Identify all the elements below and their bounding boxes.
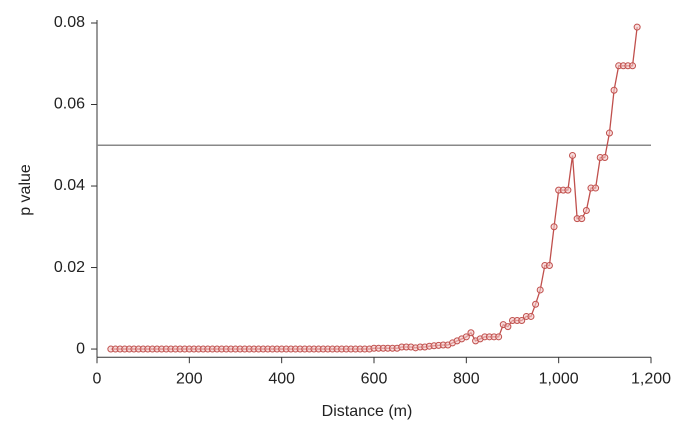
y-tick-label: 0 xyxy=(76,340,85,357)
x-tick-label: 600 xyxy=(361,370,388,387)
y-tick-label: 0.04 xyxy=(54,177,85,194)
point xyxy=(550,223,558,231)
y-tick-label: 0.06 xyxy=(54,96,85,113)
point xyxy=(545,261,553,269)
x-tick-label: 800 xyxy=(453,370,480,387)
point xyxy=(564,186,572,194)
x-tick-label: 200 xyxy=(176,370,203,387)
point xyxy=(582,206,590,214)
x-axis-label: Distance (m) xyxy=(322,403,413,420)
point xyxy=(532,300,540,308)
point xyxy=(610,86,618,94)
point xyxy=(462,333,470,341)
y-tick-label: 0.08 xyxy=(54,14,85,31)
point xyxy=(633,23,641,31)
point xyxy=(504,323,512,331)
point xyxy=(495,333,503,341)
x-tick-label: 1,000 xyxy=(539,370,579,387)
point xyxy=(569,151,577,159)
point xyxy=(578,215,586,223)
y-tick-label: 0.02 xyxy=(54,259,85,276)
x-tick-label: 400 xyxy=(268,370,295,387)
point xyxy=(605,129,613,137)
point xyxy=(467,329,475,337)
point xyxy=(518,317,526,325)
point xyxy=(527,312,535,320)
point xyxy=(592,184,600,192)
point xyxy=(629,62,637,70)
point xyxy=(601,153,609,161)
y-axis-label: p value xyxy=(17,164,34,216)
x-tick-label: 1,200 xyxy=(631,370,671,387)
point xyxy=(536,286,544,294)
x-tick-label: 0 xyxy=(93,370,102,387)
